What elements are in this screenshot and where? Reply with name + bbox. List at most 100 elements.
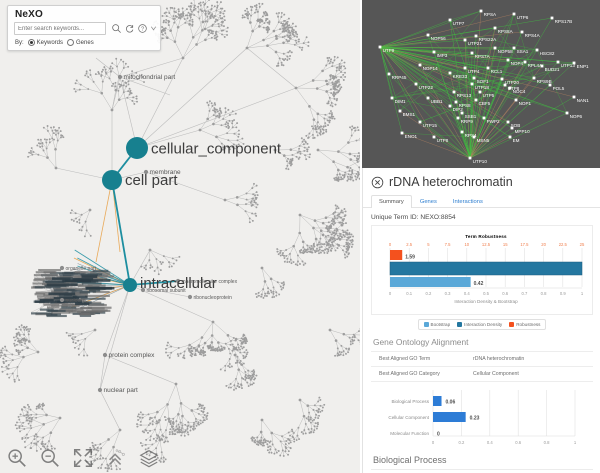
gene-node-label[interactable]: RRP9 bbox=[461, 119, 474, 124]
tree-node-label[interactable]: ribosomal subunit bbox=[147, 288, 187, 294]
gene-node-label[interactable]: BMS1 bbox=[403, 112, 416, 117]
gene-node-label[interactable]: UTP22 bbox=[419, 85, 434, 90]
tree-node-label[interactable]: organelle part bbox=[66, 266, 97, 272]
gene-network-panel[interactable]: UTP9 NOP56 UTP7 RPSA UTP6 RPS17B RPS8A RPS22A RP… bbox=[362, 0, 600, 168]
detail-panel[interactable]: rDNA heterochromatin Summary Genes Inter… bbox=[362, 168, 600, 473]
tab-interactions[interactable]: Interactions bbox=[452, 199, 483, 205]
detail-tabs[interactable]: Summary Genes Interactions bbox=[363, 192, 600, 208]
gene-node-label[interactable]: MSN5 bbox=[477, 138, 490, 143]
gene-node-label[interactable]: ENO1 bbox=[405, 134, 418, 139]
tree-node-label[interactable]: nucleolus bbox=[66, 298, 88, 304]
tree-node-label[interactable]: membrane bbox=[150, 169, 181, 176]
gene-node-label[interactable]: DIM1 bbox=[395, 99, 406, 104]
gene-node-label[interactable]: NOP58 bbox=[498, 49, 514, 54]
tree-node-label[interactable]: macromolecular complex bbox=[182, 279, 238, 285]
gene-node-label[interactable]: SOB bbox=[511, 123, 521, 128]
collapse-all-icon[interactable] bbox=[105, 447, 127, 469]
go-alignment-table: Best Aligned GO Term rDNA heterochromati… bbox=[371, 351, 593, 382]
gene-node-label[interactable]: NOP6 bbox=[570, 114, 583, 119]
gene-node-label[interactable]: UTP15 bbox=[423, 123, 438, 128]
gene-node-label[interactable]: POL5 bbox=[553, 86, 565, 91]
close-circle-icon[interactable] bbox=[371, 176, 384, 189]
gene-node-label[interactable]: ENP1 bbox=[577, 64, 589, 69]
zoom-in-icon[interactable] bbox=[6, 447, 28, 469]
go-term-value: rDNA heterochromatin bbox=[473, 356, 525, 362]
gene-node-label[interactable]: CBF5 bbox=[479, 101, 491, 106]
gene-node-label[interactable]: UTP18 bbox=[475, 85, 490, 90]
gene-node-label[interactable]: UTP10 bbox=[473, 159, 488, 164]
reset-icon[interactable] bbox=[124, 23, 135, 34]
section-divider bbox=[371, 469, 593, 470]
gene-node-label[interactable]: IMP3 bbox=[437, 53, 448, 58]
gene-node-label[interactable]: RPS4A bbox=[525, 33, 541, 38]
tree-node-label[interactable]: mitochondrial part bbox=[124, 74, 176, 81]
gene-node-label[interactable]: SSB1 bbox=[465, 114, 477, 119]
gene-node-label[interactable]: NOP14 bbox=[423, 66, 439, 71]
gene-node-label[interactable]: RPS13 bbox=[457, 93, 472, 98]
gene-node-label[interactable]: DIP2 bbox=[453, 107, 464, 112]
tree-node-label[interactable]: protein complex bbox=[109, 352, 156, 359]
tree-node-label[interactable]: nuclear part bbox=[104, 387, 139, 394]
gene-node-label[interactable]: UTP7 bbox=[453, 21, 465, 26]
radio-genes[interactable]: Genes bbox=[67, 39, 94, 46]
gene-node-label[interactable]: UTP9 bbox=[383, 48, 395, 53]
collapse-icon[interactable] bbox=[149, 23, 158, 34]
gene-node-label[interactable]: RPS8A bbox=[498, 29, 514, 34]
bar-value-bootstrap: 0.42 bbox=[474, 281, 484, 287]
tree-toolbar[interactable] bbox=[6, 447, 160, 469]
gene-node-label[interactable]: PWP2 bbox=[487, 119, 500, 124]
chart-legend: Bootstrap Interaction Density Robustness bbox=[417, 319, 547, 330]
gene-node-label[interactable]: SSA1 bbox=[517, 49, 529, 54]
gene-node-label[interactable]: UTP6 bbox=[517, 15, 529, 20]
gene-node-label[interactable]: NOP4 bbox=[511, 61, 524, 66]
gene-node-label[interactable]: UTP20 bbox=[505, 80, 520, 85]
tree-node-label-highlighted[interactable]: cell part bbox=[125, 172, 178, 189]
gene-node-label[interactable]: NOC4 bbox=[513, 89, 526, 94]
gene-node-label[interactable]: UTP4 bbox=[468, 69, 480, 74]
gene-node-label[interactable]: UBB1 bbox=[431, 99, 443, 104]
gene-node-label[interactable]: RCL1 bbox=[491, 69, 503, 74]
search-input[interactable] bbox=[14, 22, 106, 35]
gene-node-label[interactable]: UTP5 bbox=[483, 93, 495, 98]
gene-node-label[interactable]: SOF1 bbox=[477, 79, 489, 84]
gene-node-label[interactable]: UTP21 bbox=[468, 41, 483, 46]
tab-summary[interactable]: Summary bbox=[371, 195, 412, 208]
radio-keywords[interactable]: Keywords bbox=[27, 39, 63, 46]
gene-node-label[interactable]: KRE33 bbox=[453, 74, 468, 79]
filter-by-row[interactable]: By: Keywords Genes bbox=[15, 39, 94, 46]
gene-node-label[interactable]: UTP13 bbox=[561, 63, 576, 68]
gene-node-label[interactable]: MPP10 bbox=[515, 129, 531, 134]
gene-node-label[interactable]: RPS22A bbox=[479, 37, 498, 42]
gene-node-label[interactable]: RPS9B bbox=[537, 79, 552, 84]
search-panel[interactable]: NeXO ? By: bbox=[7, 5, 161, 51]
gene-node-label[interactable]: RPL4A bbox=[528, 63, 543, 68]
tab-genes[interactable]: Genes bbox=[419, 199, 437, 205]
tree-node-label[interactable]: ribonucleoprotein bbox=[194, 295, 233, 301]
gene-node-label[interactable]: RPSA bbox=[484, 12, 497, 17]
gene-node-label[interactable]: HSC82 bbox=[540, 51, 555, 56]
fit-screen-icon[interactable] bbox=[72, 447, 94, 469]
zoom-out-icon[interactable] bbox=[39, 447, 61, 469]
tree-node-label-highlighted[interactable]: intracellular bbox=[140, 275, 217, 292]
gene-node-label[interactable]: NOP56 bbox=[431, 36, 447, 41]
gene-node-label[interactable]: UTP8 bbox=[437, 138, 449, 143]
gene-node-label[interactable]: RPS17B bbox=[555, 19, 573, 24]
gene-node-label[interactable]: NOP1 bbox=[519, 101, 532, 106]
gene-node-label[interactable]: BUD21 bbox=[545, 67, 560, 72]
search-icon[interactable] bbox=[111, 23, 122, 34]
gene-node-label[interactable]: UTP8 bbox=[508, 86, 520, 91]
axis-tick-top: 5 bbox=[427, 242, 430, 247]
layers-icon[interactable] bbox=[138, 447, 160, 469]
gene-node-label[interactable]: RPS7A bbox=[475, 54, 491, 59]
gene-node-label[interactable]: NAN1 bbox=[577, 98, 590, 103]
tree-node-label-highlighted[interactable]: cellular_component bbox=[151, 140, 282, 157]
gene-node-label[interactable]: EM bbox=[513, 138, 520, 143]
gene-node-label[interactable]: RPS4 bbox=[465, 133, 477, 138]
gene-node-label[interactable]: RPS8 bbox=[459, 103, 471, 108]
gene-node-label[interactable]: RRP45 bbox=[392, 75, 407, 80]
help-icon[interactable]: ? bbox=[137, 23, 148, 34]
axis-tick-top: 2.5 bbox=[406, 242, 412, 247]
